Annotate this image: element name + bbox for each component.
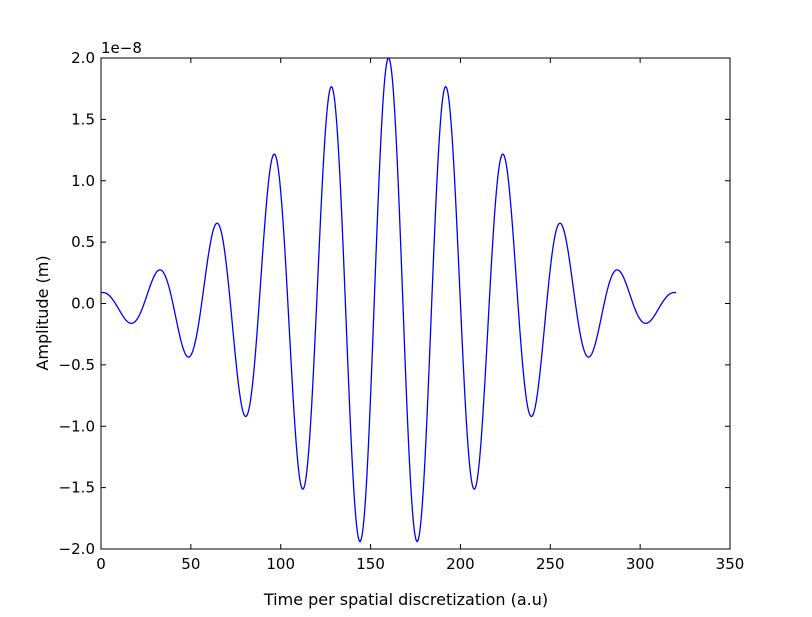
x-tick-label: 100	[266, 555, 295, 573]
x-tick-label: 300	[626, 555, 655, 573]
y-offset-label: 1e−8	[101, 39, 142, 57]
y-tick-label: −1.0	[59, 417, 95, 435]
y-tick-label: 0.5	[71, 233, 95, 251]
plot-area	[100, 57, 731, 550]
y-tick-label: 1.5	[71, 110, 95, 128]
series-layer	[100, 57, 677, 543]
y-tick-label: −0.5	[59, 356, 95, 374]
y-tick-label: 2.0	[71, 49, 95, 67]
x-tick-label: 0	[96, 555, 106, 573]
series-line	[100, 57, 677, 543]
y-axis-ticks: −2.0 −1.5 −1.0 −0.5 0.0 0.5 1.0 1.5 2.0	[59, 49, 730, 558]
x-axis-ticks: 0 50 100 150 200 250 300 350	[96, 58, 744, 573]
x-tick-label: 250	[536, 555, 565, 573]
x-tick-label: 50	[181, 555, 200, 573]
y-axis-label: Amplitude (m)	[33, 255, 52, 370]
y-tick-label: 1.0	[71, 172, 95, 190]
x-tick-label: 200	[446, 555, 475, 573]
x-tick-label: 350	[716, 555, 745, 573]
y-tick-label: −2.0	[59, 540, 95, 558]
x-axis-label: Time per spatial discretization (a.u)	[263, 590, 548, 609]
y-tick-label: 0.0	[71, 295, 95, 313]
x-tick-label: 150	[356, 555, 385, 573]
y-tick-label: −1.5	[59, 479, 95, 497]
